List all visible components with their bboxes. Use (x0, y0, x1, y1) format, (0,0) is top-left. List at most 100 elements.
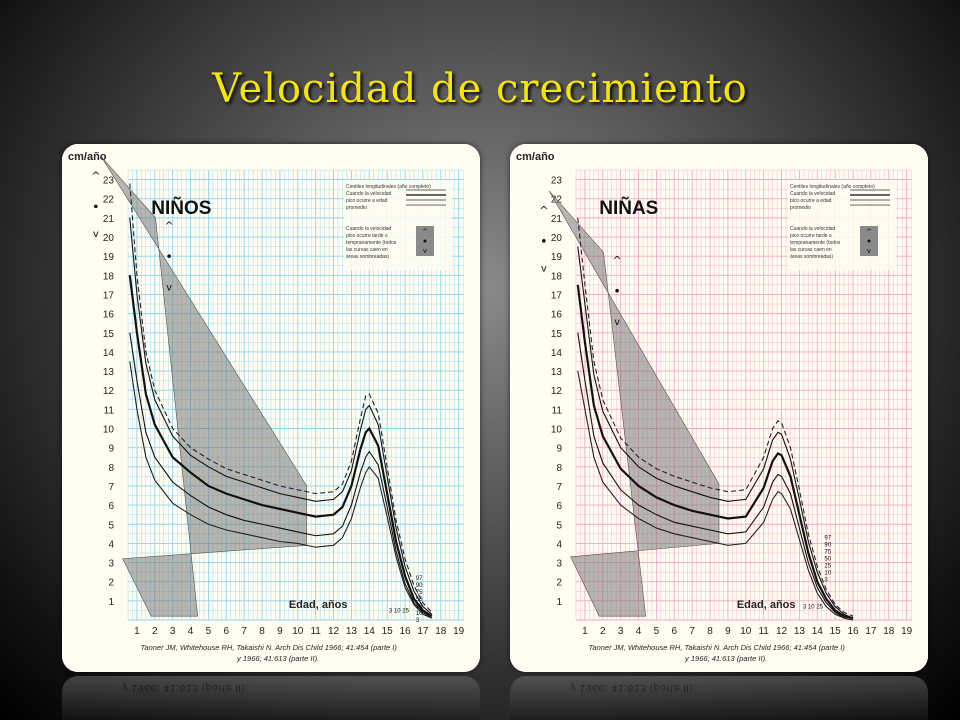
y-tick-label: 7 (556, 482, 562, 493)
percentile-label: 3 (824, 578, 828, 584)
x-tick-label: 19 (901, 626, 913, 637)
percentile-label: 90 (824, 543, 831, 549)
x-tick-label: 2 (152, 626, 158, 637)
x-tick-label: 5 (206, 626, 212, 637)
series-line-3 (577, 370, 854, 621)
y-tick-label: 12 (103, 386, 115, 397)
y-tick-label: 20 (551, 233, 563, 244)
legend-text: Cuando la velocidad (790, 226, 836, 232)
y-tick-label: 15 (103, 329, 115, 340)
y-tick-label: 18 (103, 271, 115, 282)
legend-text: las curvas caen en (346, 247, 388, 253)
x-axis-label: Edad, años (289, 599, 348, 611)
legend-text: pico ocurre a edad (790, 198, 832, 204)
legend: Centiles longitudinales (año completo) Cu… (788, 180, 896, 270)
y-tick-label: 13 (103, 367, 115, 378)
y-tick-label: 11 (552, 405, 563, 416)
y-tick-label: 6 (556, 501, 562, 512)
series-line-97 (129, 183, 433, 613)
slide-title: Velocidad de crecimiento (212, 66, 748, 112)
y-tick-label: 5 (108, 520, 114, 531)
chart-card-ninas: cm/año 1 2 3 4 5 6 7 8 9 10 11 12 13 14 15 16 17 18 19 20 21 2… (510, 144, 928, 672)
growth-velocity-chart-ninas: cm/año1234567891011121314151617181920212… (510, 144, 928, 672)
x-tick-label: 13 (794, 626, 806, 637)
x-tick-label: 18 (435, 626, 447, 637)
x-tick-label: 7 (689, 626, 695, 637)
x-tick-label: 12 (776, 626, 788, 637)
middle-marker-dot (615, 288, 619, 293)
legend-text: pico ocurre tarde o (790, 233, 832, 239)
x-tick-label: 8 (707, 626, 713, 637)
x-tick-label: 3 (170, 626, 176, 637)
y-tick-label: 13 (551, 367, 563, 378)
y-tick-label: 2 (108, 578, 114, 589)
legend: Centiles longitudinales (año completo)Cu… (344, 180, 452, 270)
citation-line-1: Tanner JM, Whitehouse RH, Takaishi N. Ar… (589, 643, 846, 652)
series-line-97 (577, 217, 854, 617)
y-axis-label: cm/año (68, 151, 107, 163)
y-tick-label: 21 (551, 214, 563, 225)
x-tick-label: 3 (618, 626, 624, 637)
percentile-label: 10 (824, 571, 831, 577)
legend-text: pico ocurre tarde o (346, 233, 388, 239)
x-tick-label: 15 (382, 626, 394, 637)
x-tick-label: 4 (188, 626, 194, 637)
legend-dot (423, 239, 427, 243)
legend-text: áreas sombreadas) (346, 254, 389, 260)
x-tick-label: 16 (399, 626, 411, 637)
y-tick-label: 4 (556, 539, 562, 550)
legend-text: promedio (790, 205, 811, 211)
y-tick-label: 20 (103, 233, 115, 244)
x-tick-label: 5 (654, 626, 660, 637)
legend-upper-marker: ^ (866, 228, 872, 236)
y-tick-label: 16 (551, 310, 563, 321)
x-tick-label: 10 (292, 626, 304, 637)
percentile-label: 3 (416, 618, 420, 624)
x-tick-label: 2 (600, 626, 606, 637)
x-tick-label: 17 (417, 626, 429, 637)
y-tick-label: 21 (103, 214, 115, 225)
reflection-citation-ninas: y 1966; 41:613 (parte II). (570, 682, 697, 693)
y-tick-label: 12 (551, 386, 563, 397)
y-tick-label: 23 (551, 176, 563, 187)
y-tick-label: 5 (556, 520, 562, 531)
legend-text: Centiles longitudinales (año completo) (346, 184, 431, 190)
y-tick-label: 16 (103, 310, 115, 321)
series-line-50 (576, 284, 854, 620)
percentile-label: 97 (416, 576, 423, 582)
legend-text: Centiles longitudinales (año completo) (790, 184, 875, 190)
y-tick-label: 3 (556, 559, 562, 570)
y-tick-label: 2 (556, 578, 562, 589)
y-tick-label: 14 (551, 348, 563, 359)
lower-marker: v (614, 317, 620, 328)
lower-marker: v (93, 229, 99, 240)
y-tick-label: 1 (108, 597, 114, 608)
legend-text: tempranamente (todos (790, 240, 841, 246)
series-line-10 (129, 332, 433, 619)
series-line-10 (577, 332, 854, 621)
x-tick-label: 4 (636, 626, 642, 637)
x-tick-label: 6 (672, 626, 678, 637)
x-tick-label: 16 (847, 626, 859, 637)
y-tick-label: 6 (108, 501, 114, 512)
percentile-label: 75 (416, 590, 423, 596)
percentile-label: 97 (824, 536, 831, 542)
percentile-label: 90 (416, 583, 423, 589)
x-tick-label: 18 (883, 626, 895, 637)
x-axis-label: Edad, años (737, 599, 796, 611)
upper-marker: ^ (164, 219, 173, 232)
y-tick-label: 10 (103, 425, 115, 436)
legend-text: las curvas caen en (790, 247, 832, 253)
percentile-label: 25 (416, 604, 423, 610)
y-tick-label: 19 (551, 252, 563, 263)
chart-heading: NIÑOS (151, 197, 211, 219)
middle-marker-dot (167, 254, 171, 258)
x-tick-label: 6 (224, 626, 230, 637)
y-tick-label: 1 (556, 597, 562, 608)
x-tick-label: 15 (830, 626, 842, 637)
series-line-50 (128, 275, 433, 618)
x-tick-label: 9 (277, 626, 283, 637)
legend-upper-marker: ^ (422, 228, 428, 236)
y-tick-label: 22 (103, 195, 115, 206)
x-tick-label: 9 (725, 626, 731, 637)
